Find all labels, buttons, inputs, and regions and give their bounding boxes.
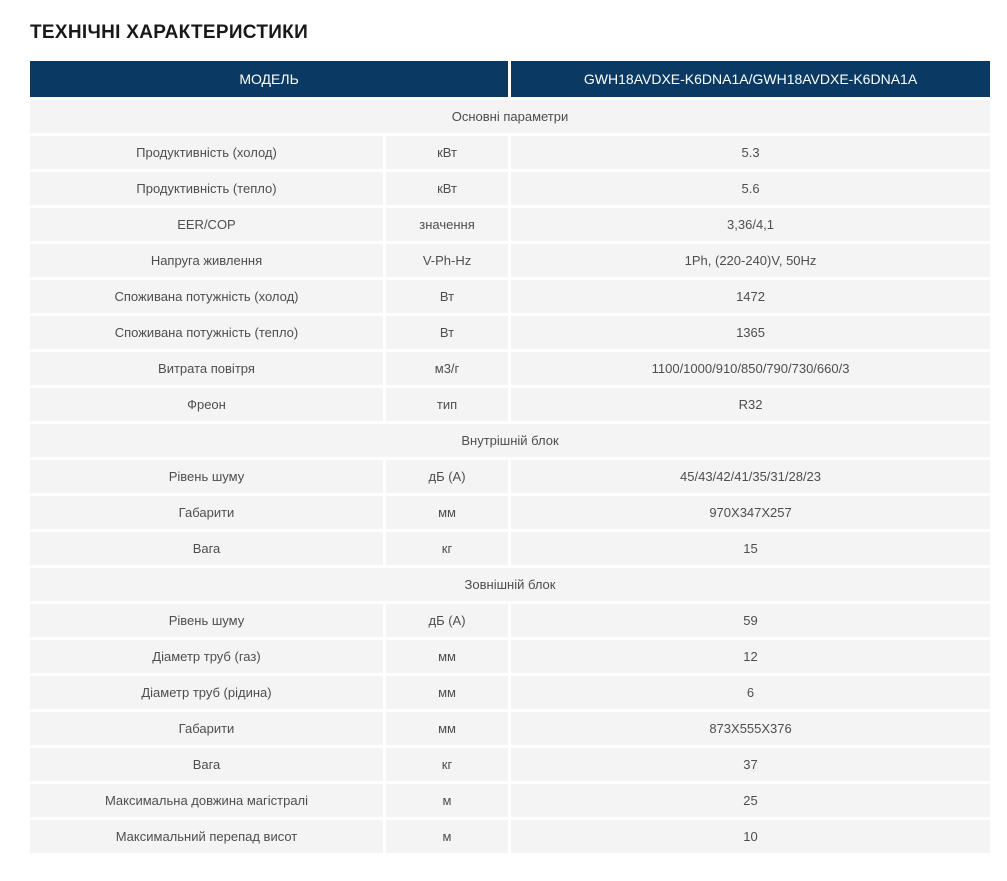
param-unit: м3/г xyxy=(385,352,509,385)
param-unit: кг xyxy=(385,532,509,565)
param-unit: значення xyxy=(385,208,509,241)
param-name: Максимальний перепад висот xyxy=(30,820,383,853)
param-unit: м xyxy=(385,820,509,853)
param-name: EER/COP xyxy=(30,208,383,241)
param-unit: мм xyxy=(385,640,509,673)
table-row: Максимальна довжина магістралі м 25 xyxy=(30,784,990,817)
table-row: Продуктивність (тепло) кВт 5.6 xyxy=(30,172,990,205)
table-row: Максимальний перепад висот м 10 xyxy=(30,820,990,853)
model-value-header: GWH18AVDXE-K6DNA1A/GWH18AVDXE-K6DNA1A xyxy=(511,61,990,97)
param-unit: дБ (А) xyxy=(385,460,509,493)
param-unit: кВт xyxy=(385,136,509,169)
param-value: 1100/1000/910/850/790/730/660/3 xyxy=(511,352,990,385)
table-row: Вага кг 37 xyxy=(30,748,990,781)
section-title: Зовнішній блок xyxy=(30,568,990,601)
param-name: Рівень шуму xyxy=(30,604,383,637)
param-value: 12 xyxy=(511,640,990,673)
param-value: 970X347X257 xyxy=(511,496,990,529)
param-unit: мм xyxy=(385,712,509,745)
table-row: Рівень шуму дБ (А) 45/43/42/41/35/31/28/23 xyxy=(30,460,990,493)
table-row: Напруга живлення V-Ph-Hz 1Ph, (220-240)V, … xyxy=(30,244,990,277)
section-row: Основні параметри xyxy=(30,100,990,133)
param-name: Габарити xyxy=(30,712,383,745)
param-name: Рівень шуму xyxy=(30,460,383,493)
param-unit: мм xyxy=(385,496,509,529)
param-name: Діаметр труб (газ) xyxy=(30,640,383,673)
param-unit: м xyxy=(385,784,509,817)
param-name: Діаметр труб (рідина) xyxy=(30,676,383,709)
table-row: Габарити мм 873X555X376 xyxy=(30,712,990,745)
table-row: EER/COP значення 3,36/4,1 xyxy=(30,208,990,241)
param-value: 6 xyxy=(511,676,990,709)
param-unit: кВт xyxy=(385,172,509,205)
param-value: 1Ph, (220-240)V, 50Hz xyxy=(511,244,990,277)
param-unit: кг xyxy=(385,748,509,781)
param-name: Фреон xyxy=(30,388,383,421)
param-name: Вага xyxy=(30,532,383,565)
param-name: Максимальна довжина магістралі xyxy=(30,784,383,817)
table-row: Вага кг 15 xyxy=(30,532,990,565)
page-title: ТЕХНІЧНІ ХАРАКТЕРИСТИКИ xyxy=(30,22,309,43)
table-row: Діаметр труб (газ) мм 12 xyxy=(30,640,990,673)
param-unit: V-Ph-Hz xyxy=(385,244,509,277)
table-row: Споживана потужність (тепло) Вт 1365 xyxy=(30,316,990,349)
table-row: Продуктивність (холод) кВт 5.3 xyxy=(30,136,990,169)
param-value: 5.6 xyxy=(511,172,990,205)
param-unit: тип xyxy=(385,388,509,421)
param-name: Габарити xyxy=(30,496,383,529)
section-title: Внутрішній блок xyxy=(30,424,990,457)
param-value: 37 xyxy=(511,748,990,781)
param-value: 873X555X376 xyxy=(511,712,990,745)
spec-table: МОДЕЛЬ GWH18AVDXE-K6DNA1A/GWH18AVDXE-K6D… xyxy=(27,58,993,856)
table-row: Габарити мм 970X347X257 xyxy=(30,496,990,529)
param-value: 25 xyxy=(511,784,990,817)
param-unit: мм xyxy=(385,676,509,709)
param-value: 3,36/4,1 xyxy=(511,208,990,241)
param-name: Продуктивність (холод) xyxy=(30,136,383,169)
param-unit: Вт xyxy=(385,316,509,349)
section-title: Основні параметри xyxy=(30,100,990,133)
param-value: 10 xyxy=(511,820,990,853)
param-name: Витрата повітря xyxy=(30,352,383,385)
table-row: Витрата повітря м3/г 1100/1000/910/850/790… xyxy=(30,352,990,385)
param-value: R32 xyxy=(511,388,990,421)
table-header-row: МОДЕЛЬ GWH18AVDXE-K6DNA1A/GWH18AVDXE-K6D… xyxy=(30,61,990,97)
table-row: Діаметр труб (рідина) мм 6 xyxy=(30,676,990,709)
param-value: 59 xyxy=(511,604,990,637)
param-name: Споживана потужність (тепло) xyxy=(30,316,383,349)
param-value: 5.3 xyxy=(511,136,990,169)
param-name: Споживана потужність (холод) xyxy=(30,280,383,313)
table-row: Рівень шуму дБ (А) 59 xyxy=(30,604,990,637)
param-unit: Вт xyxy=(385,280,509,313)
model-label-header: МОДЕЛЬ xyxy=(30,61,509,97)
param-value: 1365 xyxy=(511,316,990,349)
param-name: Продуктивність (тепло) xyxy=(30,172,383,205)
param-name: Вага xyxy=(30,748,383,781)
table-row: Фреон тип R32 xyxy=(30,388,990,421)
section-row: Зовнішній блок xyxy=(30,568,990,601)
param-value: 15 xyxy=(511,532,990,565)
param-value: 1472 xyxy=(511,280,990,313)
param-unit: дБ (А) xyxy=(385,604,509,637)
section-row: Внутрішній блок xyxy=(30,424,990,457)
param-name: Напруга живлення xyxy=(30,244,383,277)
param-value: 45/43/42/41/35/31/28/23 xyxy=(511,460,990,493)
spec-table-body: Основні параметри Продуктивність (холод) к… xyxy=(30,100,990,853)
table-row: Споживана потужність (холод) Вт 1472 xyxy=(30,280,990,313)
